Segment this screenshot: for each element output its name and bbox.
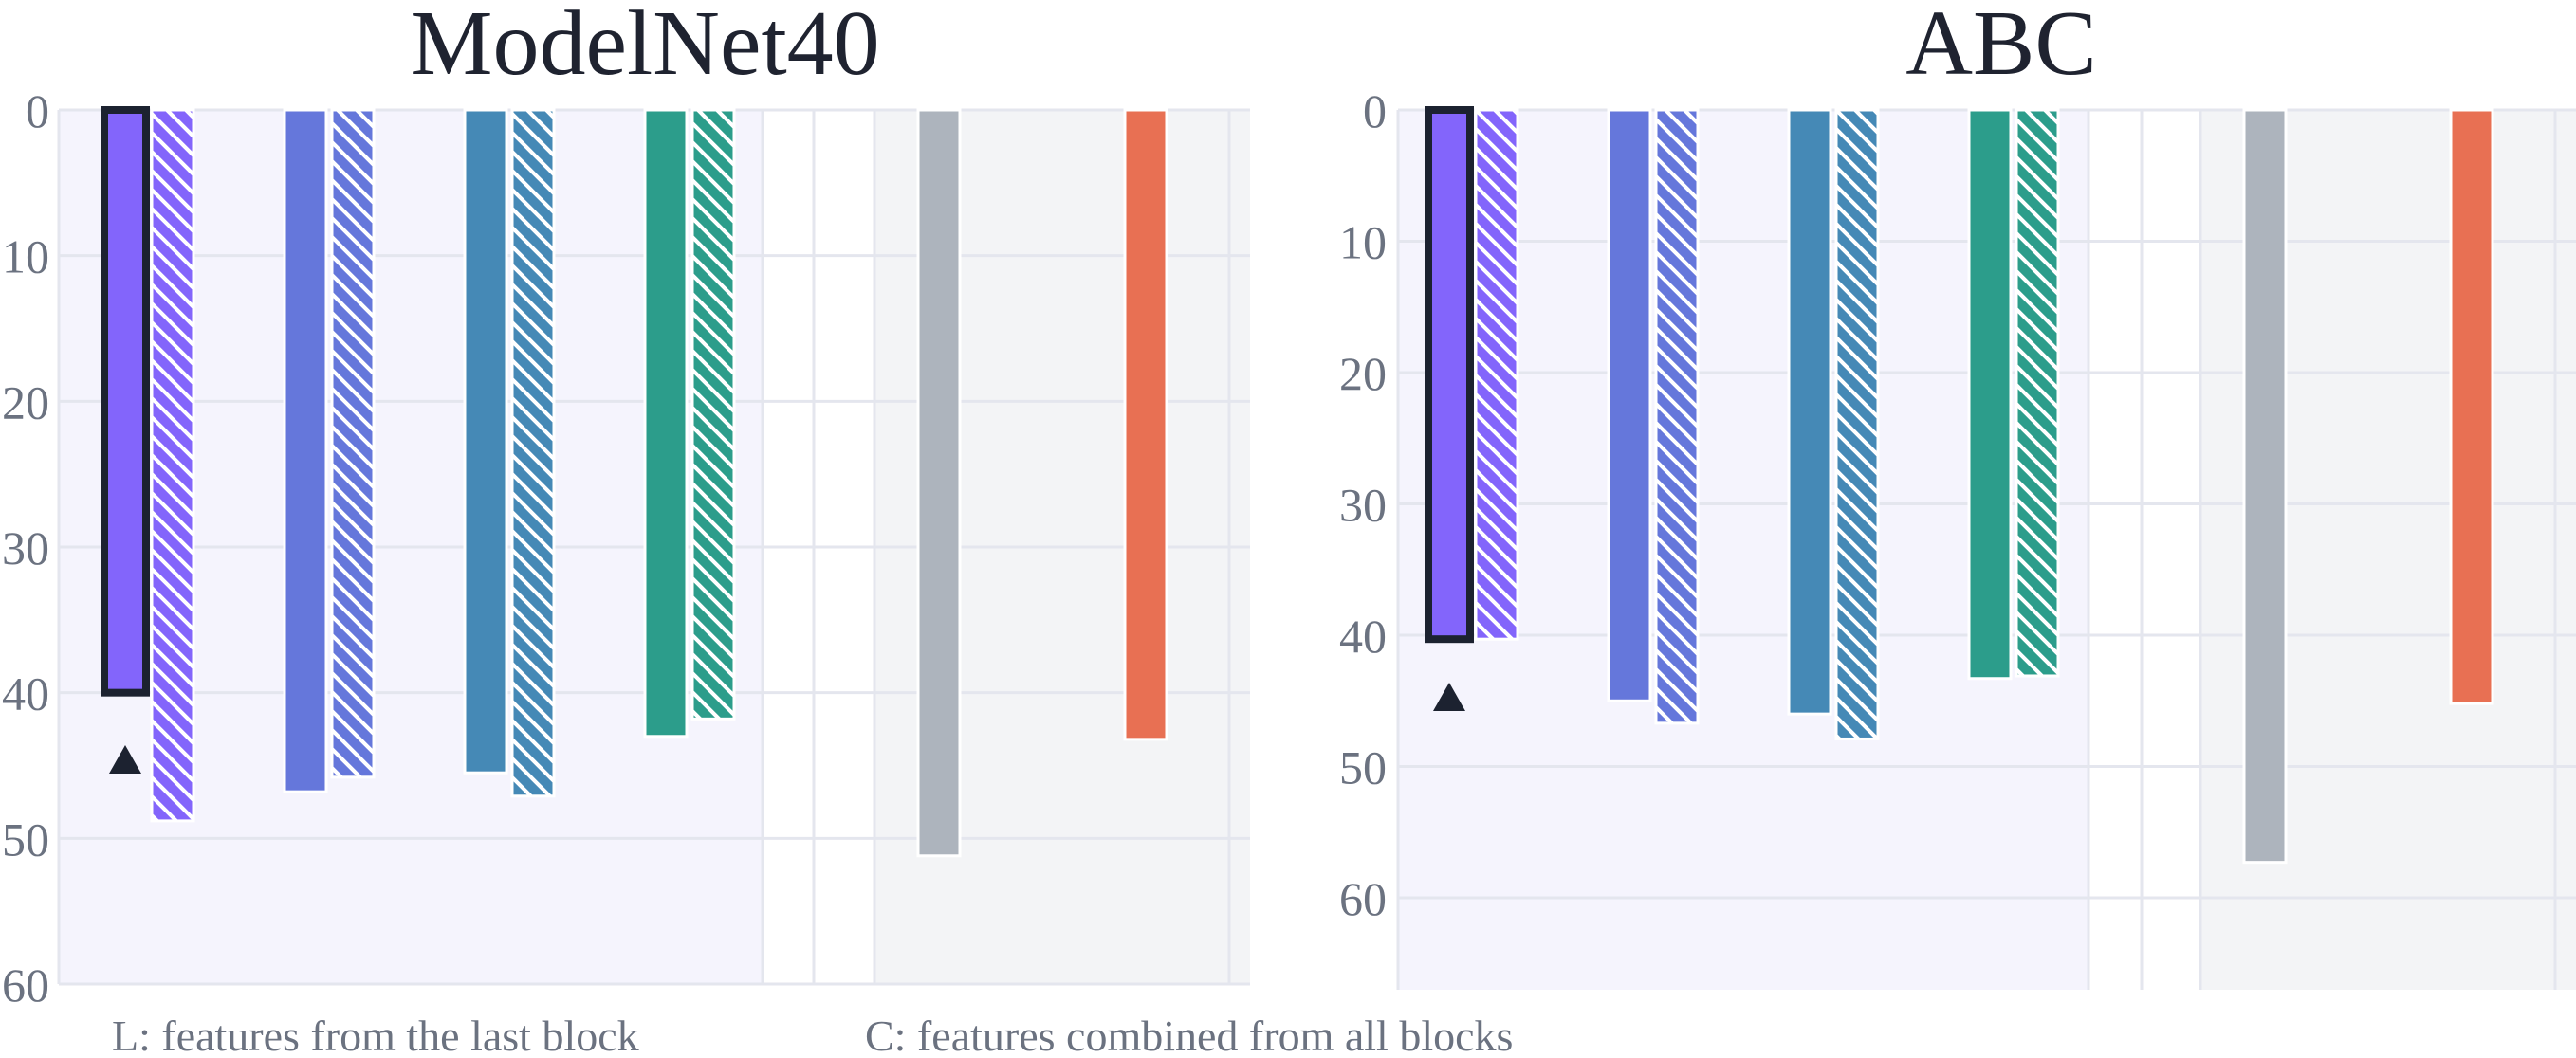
triangle-marker-icon [109, 745, 141, 774]
chart-panel-1: 0 10 20 30 40 50 60 ModelNet40 [2, 0, 1250, 1012]
bar-group1-hatched [1474, 108, 1519, 641]
chart-panel-2: 0 10 20 30 40 50 60 ABC [1339, 0, 2576, 990]
bar-group4-hatched [2015, 108, 2060, 678]
y-tick-label: 0 [1363, 84, 1387, 137]
bar-group5-solid [2449, 108, 2494, 705]
y-tick-label: 50 [1339, 741, 1387, 794]
bar-group5-solid [916, 108, 962, 858]
y-tick-label: 60 [1339, 872, 1387, 925]
caption-right: C: features combined from all blocks [865, 1012, 1513, 1058]
bar-group4-hatched [690, 108, 736, 721]
y-tick-label: 30 [1339, 479, 1387, 532]
y-tick-label: 0 [26, 84, 49, 137]
y-tick-label: 30 [2, 521, 49, 575]
bar-group1-solid-highlighted [101, 106, 150, 697]
bar-group5-solid [1123, 108, 1168, 741]
bar-group2-solid [1607, 108, 1652, 702]
bar-group3-solid [1787, 108, 1832, 716]
y-tick-label: 40 [1339, 610, 1387, 663]
bar-group3-hatched [510, 108, 556, 798]
y-tick-label: 40 [2, 667, 49, 721]
bar-group1-hatched [150, 108, 195, 823]
bar-group5-solid [2242, 108, 2288, 865]
y-tick-label: 10 [1339, 216, 1387, 269]
caption-left: L: features from the last block [112, 1012, 639, 1058]
bar-group2-solid [283, 108, 328, 794]
y-tick-label: 50 [2, 812, 49, 866]
chart-title: ABC [1905, 0, 2097, 95]
chart-title: ModelNet40 [410, 0, 879, 95]
bar-group3-hatched [1834, 108, 1880, 740]
bar-group3-solid [463, 108, 508, 775]
bar-group2-hatched [1654, 108, 1700, 725]
triangle-marker-icon [1433, 683, 1465, 711]
bar-group2-hatched [330, 108, 376, 779]
y-tick-label: 20 [2, 375, 49, 429]
y-tick-label: 20 [1339, 347, 1387, 400]
bar-group1-solid-highlighted [1425, 106, 1474, 644]
y-tick-label: 10 [2, 230, 49, 283]
bar-group4-solid [1967, 108, 2013, 681]
bar-group4-solid [643, 108, 689, 739]
y-tick-label: 60 [2, 958, 49, 1012]
